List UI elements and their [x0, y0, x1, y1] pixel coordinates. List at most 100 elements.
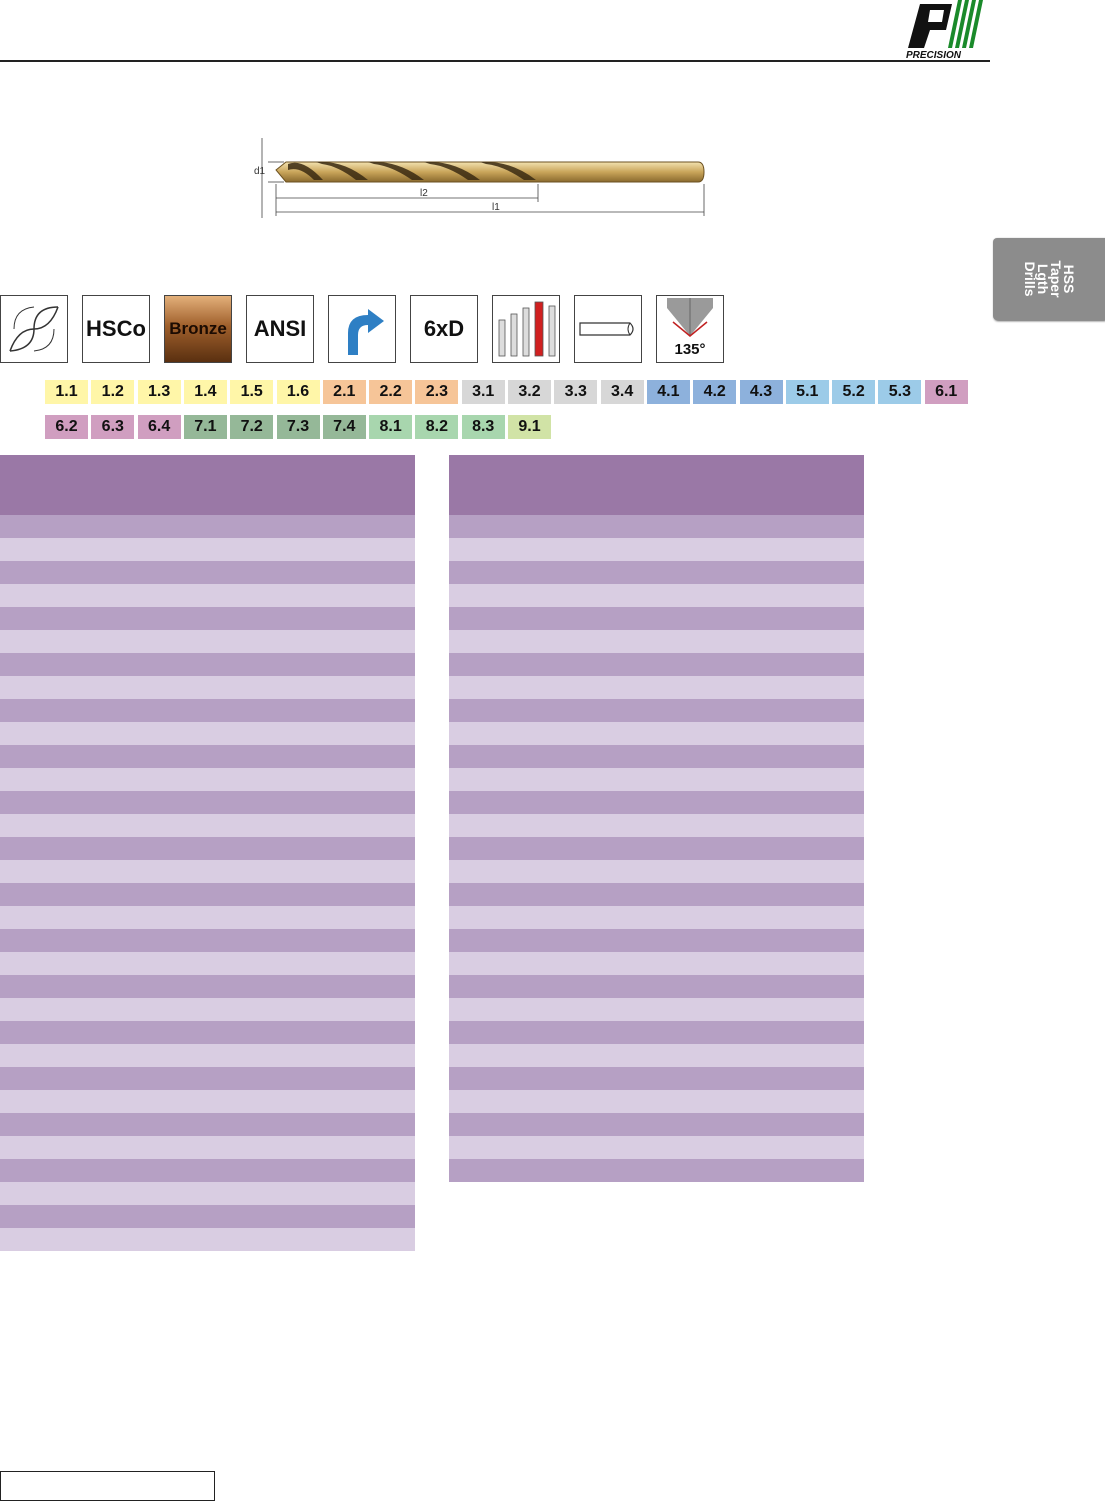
depth-6xd-icon: 6xD: [410, 295, 478, 363]
table-row: [0, 768, 415, 791]
material-group-chip: 3.2: [508, 380, 551, 404]
table-row: [0, 515, 415, 538]
material-group-chip: 6.1: [924, 380, 968, 404]
table-row: [0, 860, 415, 883]
table-row: [449, 998, 864, 1021]
table-row: [0, 1067, 415, 1090]
material-group-chip: 5.1: [785, 380, 829, 404]
table-row: [449, 653, 864, 676]
depth-6xd-label: 6xD: [423, 316, 465, 341]
table-row: [0, 1182, 415, 1205]
table-row: [449, 630, 864, 653]
precision-logo-icon: PRECISION: [906, 0, 983, 61]
material-group-chip: 3.4: [600, 380, 644, 404]
material-group-chip: 9.1: [508, 415, 551, 439]
footer-box: [0, 1471, 215, 1501]
material-group-chip: 6.4: [137, 415, 181, 439]
drill-diagram: d1 l2 l1: [248, 118, 748, 230]
table-row: [449, 860, 864, 883]
table-row: [0, 1205, 415, 1228]
material-group-chip: 7.3: [276, 415, 320, 439]
table-row: [0, 883, 415, 906]
straight-shank-icon: [574, 295, 642, 363]
label-l2: l2: [420, 188, 428, 199]
precision-logo: PRECISION: [900, 0, 992, 61]
right-hand-rotation-icon: [328, 295, 396, 363]
table-row: [0, 561, 415, 584]
table-row: [0, 998, 415, 1021]
ansi-label: ANSI: [253, 316, 307, 341]
table-row: [0, 1021, 415, 1044]
table-row: [449, 883, 864, 906]
table-row: [0, 975, 415, 998]
material-group-chip: 5.3: [878, 380, 922, 404]
table-row: [449, 745, 864, 768]
table-row: [0, 814, 415, 837]
material-group-chip: 1.4: [183, 380, 227, 404]
table-row: [0, 1090, 415, 1113]
table-row: [0, 653, 415, 676]
table-row: [0, 607, 415, 630]
table-row: [0, 837, 415, 860]
material-group-chip: 8.3: [461, 415, 505, 439]
length-series-icon: [492, 295, 560, 363]
material-group-chip: 5.2: [832, 380, 876, 404]
table-row: [449, 1136, 864, 1159]
table-row: [0, 906, 415, 929]
material-group-chip: 1.6: [276, 380, 320, 404]
table-row: [0, 791, 415, 814]
table-row: [449, 584, 864, 607]
table-row: [449, 975, 864, 998]
table-row: [0, 538, 415, 561]
table-left-header: [0, 455, 415, 515]
table-row: [0, 630, 415, 653]
material-group-chip: 1.5: [230, 380, 274, 404]
side-tab-hss-taper-length-drills[interactable]: HSS Taper Lgth Drills: [993, 238, 1105, 320]
data-table-right: [449, 455, 864, 1184]
data-table-left: [0, 455, 415, 1253]
material-group-chip: 2.2: [369, 380, 413, 404]
table-row: [0, 745, 415, 768]
material-group-chip: 6.3: [91, 415, 135, 439]
material-group-chip: 2.1: [322, 380, 366, 404]
material-group-chip: 8.2: [415, 415, 459, 439]
table-row: [449, 607, 864, 630]
table-row: [0, 1044, 415, 1067]
table-row: [0, 676, 415, 699]
label-l1: l1: [492, 202, 500, 213]
table-row: [0, 1228, 415, 1251]
side-tab-label: HSS Taper Lgth Drills: [1022, 260, 1077, 298]
material-group-chip: 8.1: [369, 415, 413, 439]
hsco-label: HSCo: [86, 316, 146, 341]
table-row: [449, 837, 864, 860]
material-group-chip: 2.3: [415, 380, 459, 404]
material-group-chip: 4.1: [646, 380, 690, 404]
material-group-chip: 1.1: [45, 380, 88, 404]
table-row: [0, 699, 415, 722]
table-row: [449, 676, 864, 699]
point-angle-label: 135°: [674, 341, 706, 358]
table-row: [449, 952, 864, 975]
material-group-chip: 6.2: [45, 415, 88, 439]
hsco-material-icon: HSCo: [82, 295, 150, 363]
material-group-chip: 1.2: [91, 380, 135, 404]
table-row: [449, 906, 864, 929]
material-group-chip: 1.3: [137, 380, 181, 404]
table-row: [449, 1021, 864, 1044]
material-group-chip: 3.3: [554, 380, 598, 404]
table-row: [449, 1113, 864, 1136]
flute-profile-icon: [0, 295, 68, 363]
table-row: [449, 1090, 864, 1113]
table-row: [0, 584, 415, 607]
label-d1: d1: [254, 166, 266, 177]
table-row: [449, 1044, 864, 1067]
table-row: [0, 929, 415, 952]
table-row: [449, 515, 864, 538]
table-row: [449, 561, 864, 584]
material-group-chip: 4.2: [693, 380, 737, 404]
material-group-chip: 4.3: [739, 380, 783, 404]
header-rule: [0, 60, 990, 62]
table-row: [449, 929, 864, 952]
table-row: [449, 791, 864, 814]
material-group-chip: 7.1: [183, 415, 227, 439]
